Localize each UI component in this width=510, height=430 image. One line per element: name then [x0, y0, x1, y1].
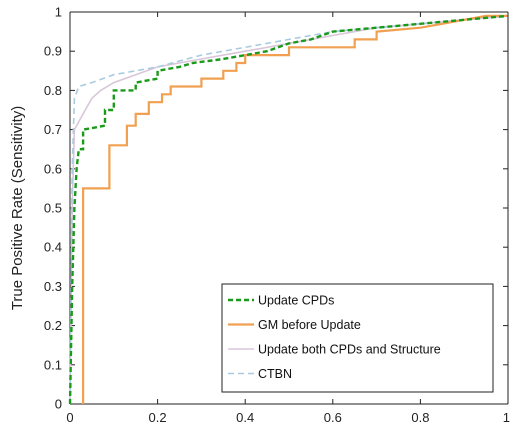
y-tick-label: 0.9	[44, 44, 62, 59]
y-tick-label: 0.6	[44, 161, 62, 176]
y-tick-label: 1	[55, 5, 62, 20]
x-tick-label: 1	[503, 410, 510, 425]
x-tick-label: 0	[66, 410, 73, 425]
y-tick-label: 0.5	[44, 201, 62, 216]
legend-entry-2: Update both CPDs and Structure	[258, 343, 441, 357]
x-tick-label: 0.8	[411, 410, 429, 425]
legend-entry-1: GM before Update	[258, 318, 361, 332]
y-axis-label: True Positive Rate (Sensitivity)	[9, 106, 26, 311]
legend-entry-3: CTBN	[258, 367, 292, 381]
y-tick-label: 0.8	[44, 83, 62, 98]
y-tick-label: 0.1	[44, 357, 62, 372]
y-tick-label: 0	[55, 397, 62, 412]
series-line-1	[82, 14, 508, 404]
y-tick-label: 0.7	[44, 122, 62, 137]
y-tick-label: 0.2	[44, 318, 62, 333]
series-layer	[68, 14, 509, 405]
y-tick-label: 0.4	[44, 240, 62, 255]
legend-entry-0: Update CPDs	[258, 294, 334, 308]
y-tick-label: 0.3	[44, 279, 62, 294]
x-tick-label: 0.2	[149, 410, 167, 425]
legend-box	[221, 283, 494, 393]
x-tick-label: 0.6	[324, 410, 342, 425]
series-line-0	[68, 14, 509, 405]
legend: Update CPDs GM before Update Update both C…	[221, 283, 494, 393]
x-tick-label: 0.4	[236, 410, 254, 425]
